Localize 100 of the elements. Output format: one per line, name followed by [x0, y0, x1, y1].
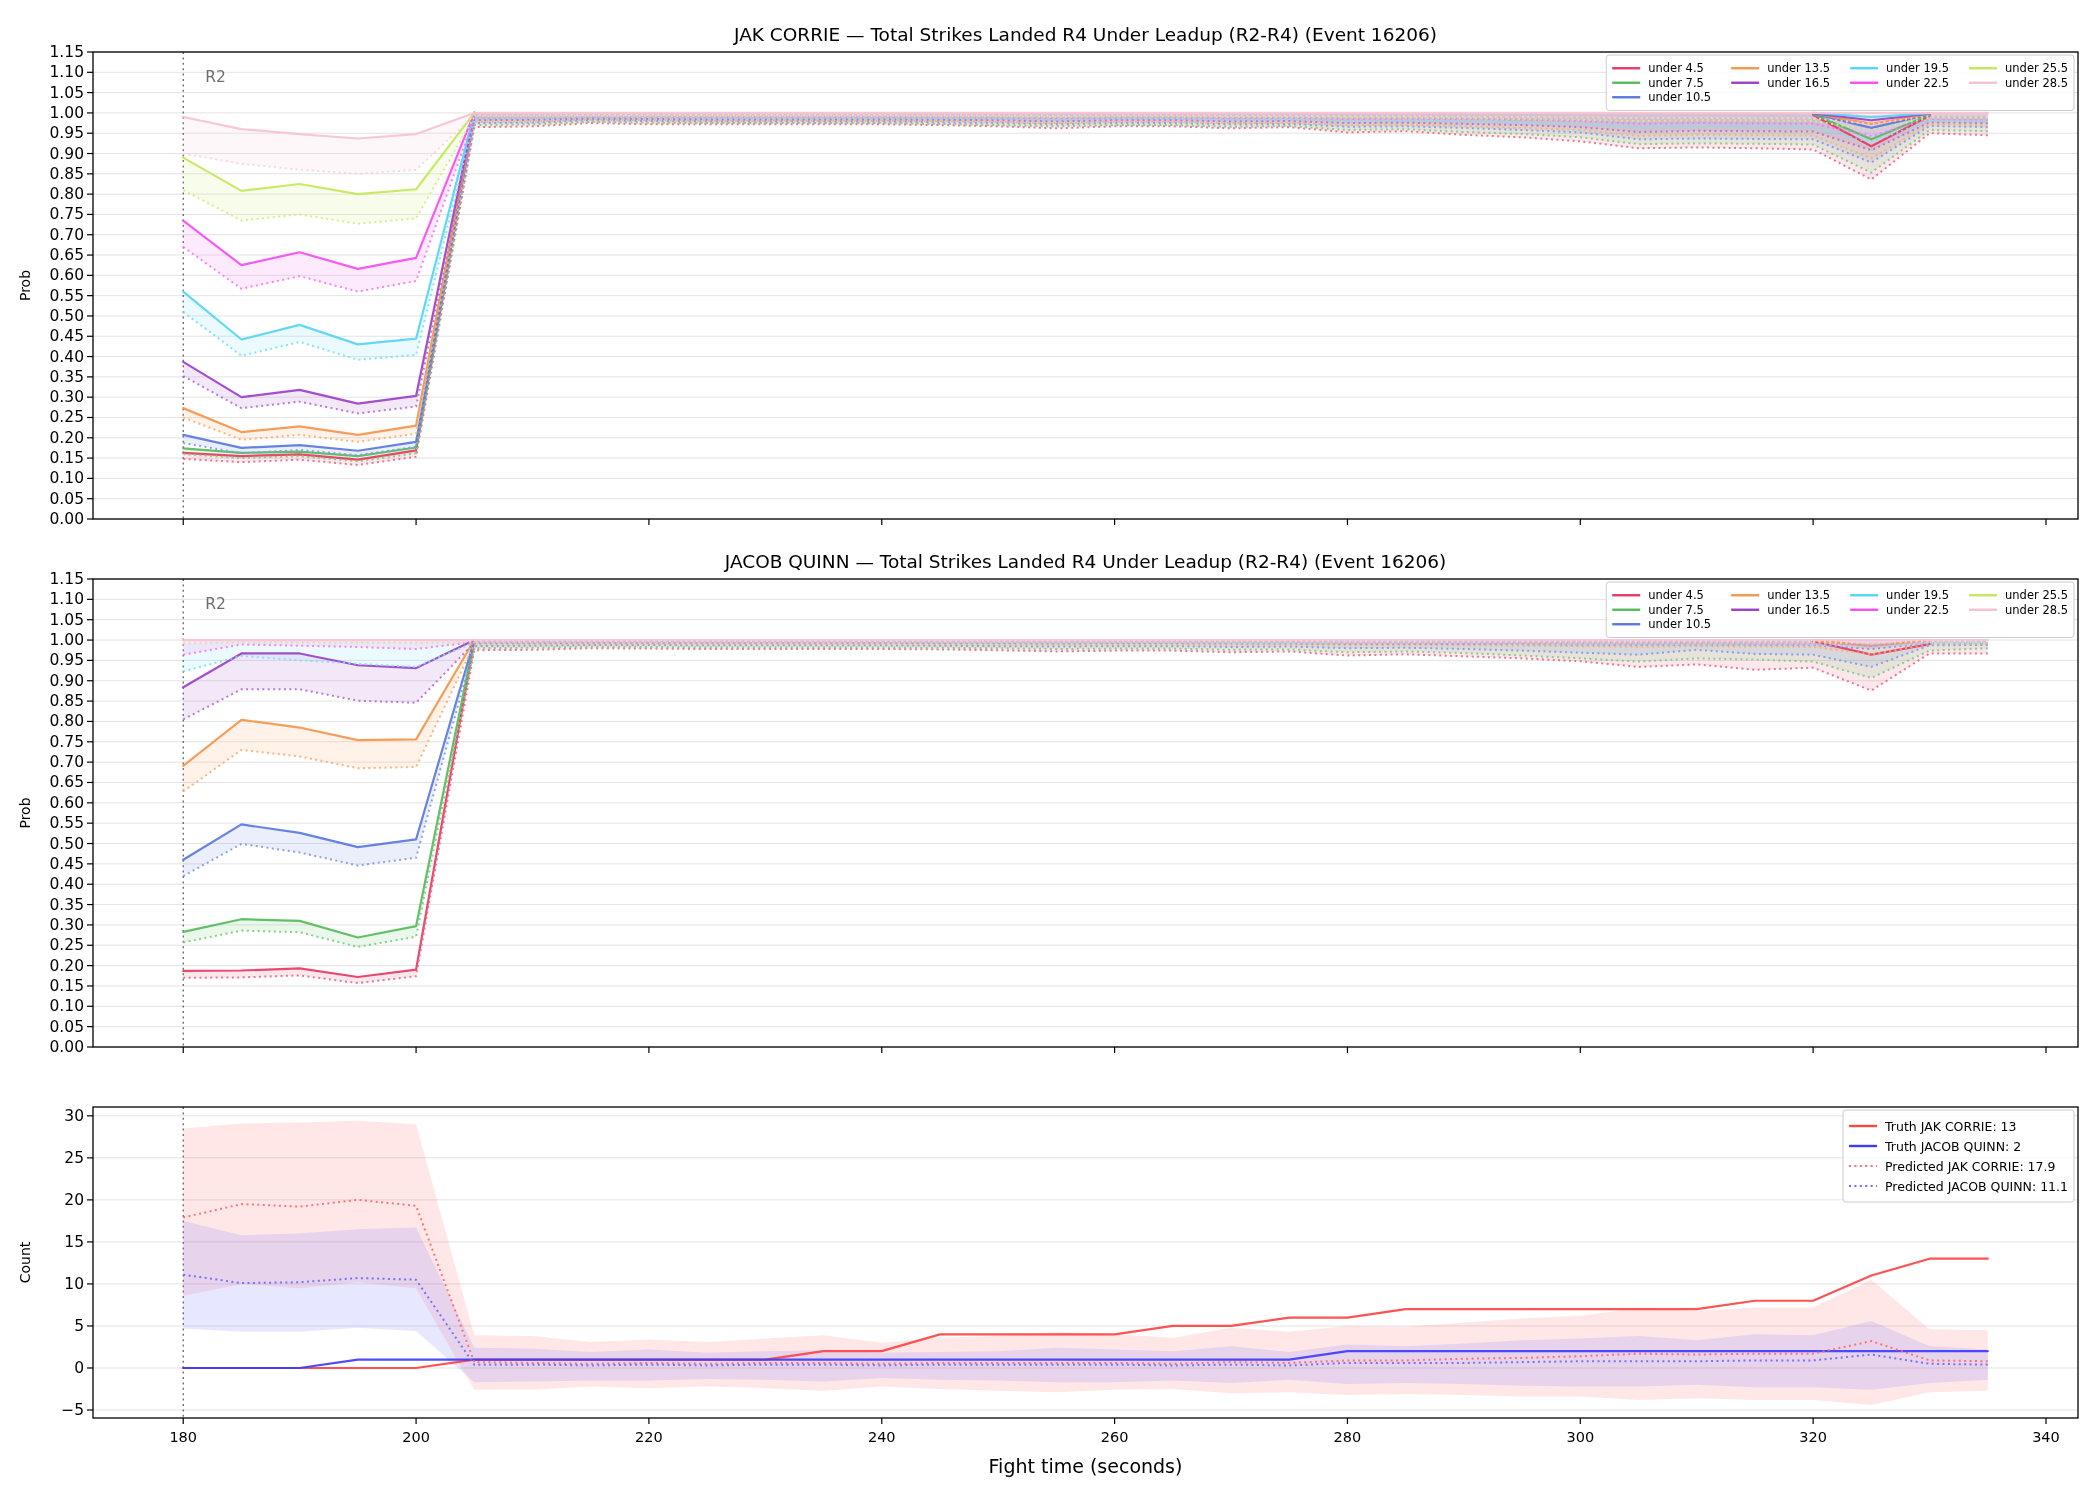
y-tick-label: 0.15: [49, 449, 84, 468]
y-tick-label: 0.45: [49, 327, 84, 346]
y-tick-label: 0.60: [49, 793, 84, 812]
y-tick-label: 0.10: [49, 997, 84, 1016]
x-tick-label: 320: [1799, 1429, 1827, 1445]
y-tick-label: 0.70: [49, 753, 84, 772]
chart-title: JACOB QUINN — Total Strikes Landed R4 Under Leadup (R2-R4) (Event 16206): [723, 551, 1447, 572]
y-tick-label: 0: [74, 1358, 84, 1377]
y-tick-label: 0.95: [49, 124, 84, 143]
legend-label: under 28.5: [2005, 602, 2069, 617]
y-tick-label: 0.95: [49, 651, 84, 670]
y-tick-label: 0.75: [49, 732, 84, 751]
y-tick-label: 0.20: [49, 428, 84, 447]
y-tick-label: 0.70: [49, 225, 84, 244]
y-tick-label: 0.40: [49, 347, 84, 366]
legend-label: under 25.5: [2005, 588, 2069, 603]
legend-label: under 7.5: [1648, 602, 1704, 617]
line-series: [182, 638, 476, 689]
y-tick-label: 0.05: [49, 489, 84, 508]
x-tick-label: 260: [1100, 1429, 1129, 1445]
y-tick-label: 20: [64, 1190, 84, 1209]
y-tick-label: 1.05: [49, 83, 84, 102]
y-tick-label: 0.00: [49, 510, 84, 528]
y-tick-label: 0.80: [49, 712, 84, 731]
y-tick-label: −5: [61, 1401, 84, 1420]
legend-label: under 13.5: [1767, 61, 1831, 76]
y-tick-label: 0.20: [49, 956, 84, 975]
x-tick-label: 340: [2032, 1429, 2060, 1445]
legend-label: under 19.5: [1886, 61, 1950, 76]
y-tick-label: 1.10: [49, 590, 84, 609]
y-tick-label: 1.05: [49, 610, 84, 629]
line-series: [182, 1273, 1989, 1367]
y-tick-label: 0.30: [49, 388, 84, 407]
y-tick-label: 0.25: [49, 408, 84, 427]
y-tick-label: 0.55: [49, 286, 84, 305]
y-tick-label: 0.15: [49, 976, 84, 995]
legend-label: under 13.5: [1767, 588, 1831, 603]
y-tick-label: 0.90: [49, 144, 84, 163]
legend-label: Truth JACOB QUINN: 2: [1884, 1138, 2022, 1154]
y-axis-title: Prob: [17, 797, 33, 829]
legend-label: Predicted JAK CORRIE: 17.9: [1885, 1158, 2056, 1174]
y-tick-label: 0.35: [49, 895, 84, 914]
legend-label: under 22.5: [1886, 75, 1950, 90]
y-tick-label: 0.85: [49, 164, 84, 183]
y-axis-title: Prob: [17, 269, 33, 302]
y-tick-label: 15: [64, 1232, 84, 1251]
y-tick-label: 1.00: [49, 103, 84, 122]
y-tick-label: 10: [64, 1274, 84, 1293]
y-tick-label: 0.85: [49, 692, 84, 711]
legend-label: under 4.5: [1648, 588, 1704, 603]
y-tick-label: 0.10: [49, 469, 84, 488]
x-tick-label: 300: [1566, 1429, 1595, 1445]
y-tick-label: 0.60: [49, 266, 84, 285]
x-axis-title: Fight time (seconds): [988, 1455, 1183, 1477]
y-tick-label: 1.10: [49, 63, 84, 82]
y-tick-label: 5: [74, 1316, 84, 1335]
legend-label: under 28.5: [2005, 75, 2069, 90]
y-tick-label: 0.75: [49, 205, 84, 224]
legend-label: under 10.5: [1648, 90, 1712, 105]
y-tick-label: 1.00: [49, 631, 84, 650]
y-tick-label: 0.25: [49, 936, 84, 955]
legend-label: under 22.5: [1886, 602, 1950, 617]
y-tick-label: 0.65: [49, 246, 84, 265]
y-tick-label: 0.35: [49, 367, 84, 386]
y-tick-label: 0.00: [49, 1038, 84, 1056]
y-tick-label: 0.40: [49, 875, 84, 894]
y-tick-label: 0.50: [49, 306, 84, 325]
legend-label: under 25.5: [2005, 61, 2069, 76]
x-tick-label: 220: [635, 1429, 663, 1445]
y-tick-label: 0.90: [49, 671, 84, 690]
ref-line-label: R2: [205, 68, 226, 86]
y-axis-title: Count: [17, 1241, 33, 1284]
legend-label: under 16.5: [1767, 602, 1831, 617]
y-tick-label: 0.55: [49, 814, 84, 833]
y-tick-label: 0.80: [49, 185, 84, 204]
y-tick-label: 25: [64, 1148, 84, 1167]
legend-label: Predicted JACOB QUINN: 11.1: [1885, 1178, 2069, 1194]
ref-line-label: R2: [205, 595, 226, 613]
legend-label: under 10.5: [1648, 617, 1712, 632]
y-tick-label: 0.50: [49, 834, 84, 853]
line-series: [182, 1198, 1989, 1365]
x-tick-label: 280: [1333, 1429, 1362, 1445]
y-tick-label: 0.30: [49, 915, 84, 934]
legend-label: under 16.5: [1767, 75, 1831, 90]
y-tick-label: 1.15: [49, 570, 84, 588]
legend-label: under 19.5: [1886, 588, 1950, 603]
y-tick-label: 0.45: [49, 854, 84, 873]
chart-title: JAK CORRIE — Total Strikes Landed R4 Under Leadup (R2-R4) (Event 16206): [733, 24, 1437, 45]
legend-label: under 4.5: [1648, 61, 1704, 76]
y-tick-label: 0.65: [49, 773, 84, 792]
x-tick-label: 240: [867, 1429, 896, 1445]
y-tick-label: 30: [64, 1106, 84, 1125]
legend-label: Truth JAK CORRIE: 13: [1884, 1118, 2017, 1134]
line-series: [182, 111, 476, 196]
line-series: [182, 111, 1989, 140]
y-tick-label: 1.15: [49, 43, 84, 61]
y-tick-label: 0.05: [49, 1017, 84, 1036]
x-tick-label: 200: [402, 1429, 430, 1445]
x-tick-label: 180: [169, 1429, 198, 1445]
legend-label: under 7.5: [1648, 75, 1704, 90]
